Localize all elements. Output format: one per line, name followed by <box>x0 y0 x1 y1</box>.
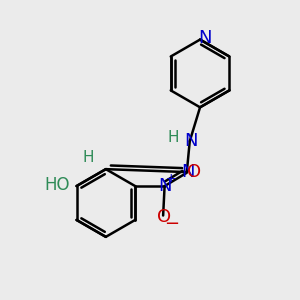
Text: +: + <box>166 172 177 185</box>
Text: N: N <box>181 163 194 181</box>
Text: N: N <box>158 177 171 195</box>
Text: O: O <box>157 208 171 226</box>
Text: H: H <box>82 150 94 165</box>
Text: HO: HO <box>45 176 70 194</box>
Text: N: N <box>199 29 212 47</box>
Text: H: H <box>168 130 179 145</box>
Text: −: − <box>164 215 179 233</box>
Text: O: O <box>187 163 201 181</box>
Text: N: N <box>184 132 197 150</box>
